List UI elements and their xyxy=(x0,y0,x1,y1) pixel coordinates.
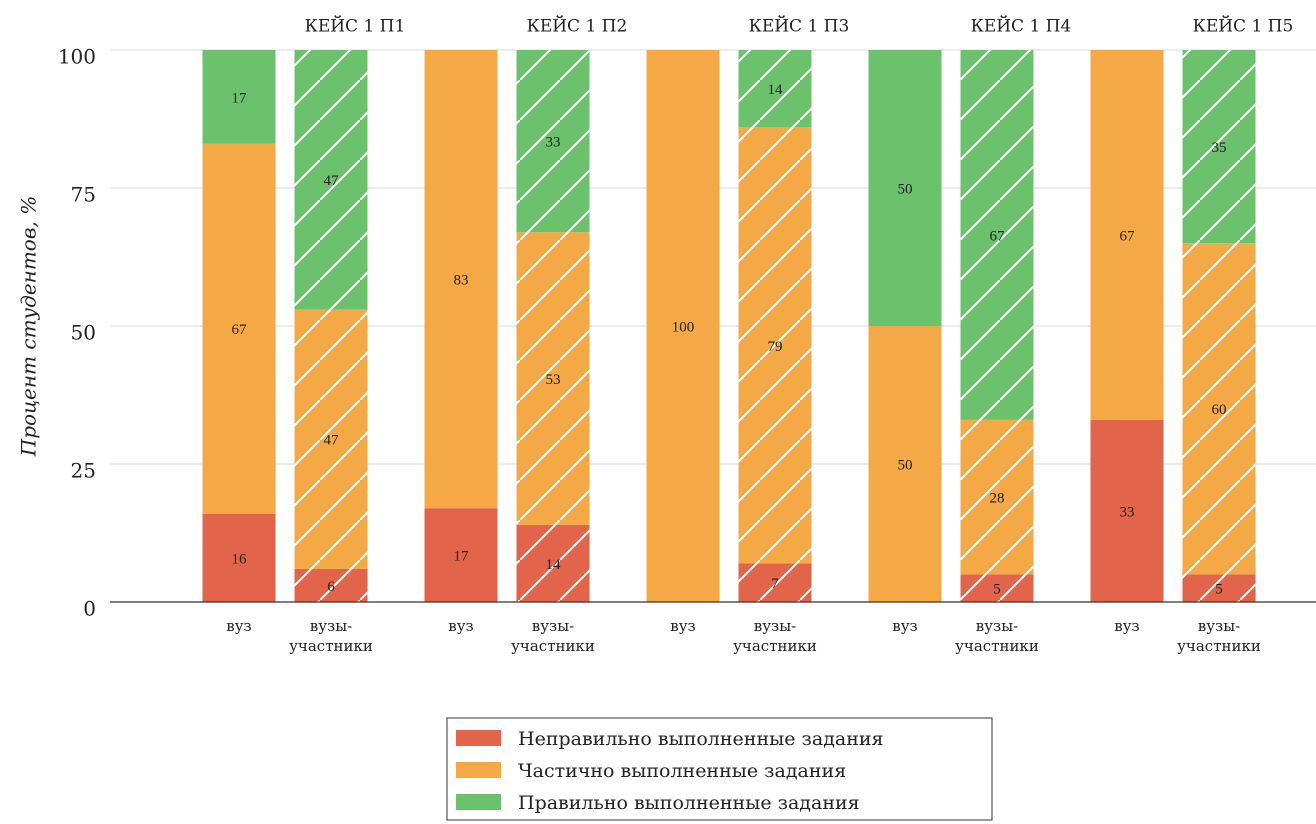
hatch xyxy=(516,50,590,233)
value-label: 67 xyxy=(990,228,1006,244)
hatch xyxy=(738,563,812,602)
bar-segment xyxy=(424,50,498,509)
x-tick-label: вуз xyxy=(448,617,473,635)
bar-segment xyxy=(1090,419,1164,602)
group-label: КЕЙС 1 П5 xyxy=(1193,16,1294,37)
hatch xyxy=(960,50,1034,420)
value-label: 47 xyxy=(324,433,340,449)
value-label: 17 xyxy=(454,549,470,565)
y-tick-label: 25 xyxy=(71,459,96,483)
x-tick-label: участники xyxy=(511,637,595,655)
legend-swatch xyxy=(456,794,501,810)
hatch xyxy=(516,232,590,525)
hatch xyxy=(960,419,1034,575)
legend-box xyxy=(446,717,993,821)
bar-segment xyxy=(424,508,498,602)
hatch xyxy=(1182,243,1256,575)
y-tick-label: 75 xyxy=(71,183,96,207)
bar-segment xyxy=(202,143,276,514)
value-label: 83 xyxy=(454,273,469,289)
value-label: 67 xyxy=(1120,228,1136,244)
value-label: 67 xyxy=(232,322,248,338)
value-label: 17 xyxy=(232,90,248,106)
hatch xyxy=(1182,50,1256,244)
group-label: КЕЙС 1 П4 xyxy=(971,16,1072,37)
value-label: 60 xyxy=(1212,402,1227,418)
y-tick-label: 0 xyxy=(83,597,96,621)
hatch xyxy=(738,127,812,564)
value-label: 28 xyxy=(990,491,1005,507)
x-tick-label: вуз xyxy=(226,617,251,635)
hatch xyxy=(1182,574,1256,602)
bar-segment xyxy=(646,50,720,602)
legend-label: Частично выполненные задания xyxy=(518,760,846,782)
x-tick-label: участники xyxy=(733,637,817,655)
hatch xyxy=(960,574,1034,602)
value-label: 33 xyxy=(546,135,561,151)
bar-segment xyxy=(868,50,942,326)
hatch xyxy=(294,309,368,569)
value-label: 5 xyxy=(1215,582,1223,598)
value-label: 47 xyxy=(324,173,340,189)
hatch xyxy=(738,50,812,128)
value-label: 6 xyxy=(327,579,335,595)
bar-segment xyxy=(202,513,276,602)
y-axis-label: Процент студентов, % xyxy=(17,196,41,457)
x-tick-label: вуз xyxy=(1114,617,1139,635)
value-label: 79 xyxy=(768,339,783,355)
x-tick-label: вузы- xyxy=(976,617,1018,635)
hatch xyxy=(516,524,590,602)
group-label: КЕЙС 1 П1 xyxy=(305,16,406,37)
value-label: 16 xyxy=(232,551,248,567)
value-label: 50 xyxy=(898,457,913,473)
bar-segment xyxy=(202,50,276,144)
value-label: 14 xyxy=(546,557,562,573)
x-tick-label: участники xyxy=(955,637,1039,655)
value-label: 35 xyxy=(1212,140,1227,156)
y-tick-label: 50 xyxy=(71,321,96,345)
legend-label: Правильно выполненные задания xyxy=(518,792,860,814)
hatch xyxy=(294,568,368,602)
y-tick-label: 100 xyxy=(58,45,96,69)
x-tick-label: вузы- xyxy=(754,617,796,635)
x-tick-label: участники xyxy=(1177,637,1261,655)
group-label: КЕЙС 1 П3 xyxy=(749,16,850,37)
hatch xyxy=(294,50,368,310)
x-tick-label: вуз xyxy=(670,617,695,635)
value-label: 7 xyxy=(771,576,779,592)
x-tick-label: вузы- xyxy=(532,617,574,635)
x-tick-label: вузы- xyxy=(310,617,352,635)
value-label: 50 xyxy=(898,181,913,197)
value-label: 5 xyxy=(993,582,1001,598)
bar-segment xyxy=(868,326,942,602)
value-label: 53 xyxy=(546,372,561,388)
legend-swatch xyxy=(456,730,501,746)
x-tick-label: вуз xyxy=(892,617,917,635)
group-label: КЕЙС 1 П2 xyxy=(527,16,628,37)
x-tick-label: вузы- xyxy=(1198,617,1240,635)
legend-label: Неправильно выполненные задания xyxy=(518,728,884,750)
x-tick-label: участники xyxy=(289,637,373,655)
legend-swatch xyxy=(456,762,501,778)
value-label: 100 xyxy=(672,319,695,335)
value-label: 14 xyxy=(768,82,784,98)
value-label: 33 xyxy=(1120,504,1135,520)
bar-segment xyxy=(1090,50,1164,420)
